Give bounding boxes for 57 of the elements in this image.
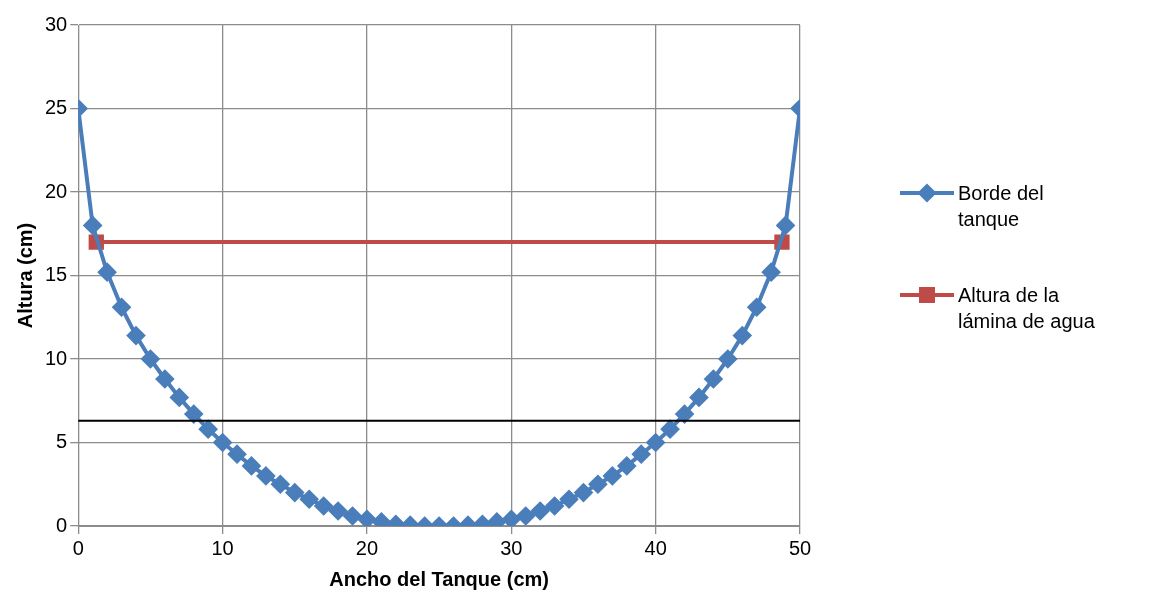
point [155,370,174,389]
x-tick-label: 20 [355,536,379,559]
point [560,490,579,509]
point [502,510,521,526]
point [98,263,117,282]
point [661,420,680,439]
point [228,445,247,464]
point [776,216,795,235]
y-tick-label: 20 [45,179,68,202]
point [170,388,189,407]
x-tick-label: 10 [211,536,234,559]
point [343,506,362,525]
point [545,496,564,515]
point [733,326,752,345]
y-tick-label: 25 [45,96,68,119]
y-axis-title: Altura (cm) [13,222,36,329]
y-tick-label: 0 [56,513,68,536]
point [646,433,665,452]
x-tick-label: 0 [72,536,84,559]
point [271,475,290,494]
point [762,263,781,282]
point [83,216,102,235]
point [112,298,131,317]
point [126,326,145,345]
point [689,388,708,407]
point [141,350,160,368]
point [314,496,333,515]
point [718,350,737,368]
point [256,466,275,485]
point [329,501,348,520]
point [574,483,593,502]
point [675,405,694,424]
x-tick-label: 40 [644,536,667,559]
point [531,501,550,520]
legend-label: Borde del tanque [958,181,1045,232]
point [300,490,319,509]
y-tick-label: 30 [45,12,68,35]
point [632,445,651,464]
point [184,405,203,424]
point [516,506,535,525]
point [617,456,636,475]
point [603,466,622,485]
point [213,433,232,452]
point [588,475,607,494]
x-tick-label: 30 [500,536,523,559]
point [357,510,376,526]
y-tick-label: 10 [45,346,68,369]
y-tick-label: 5 [56,430,68,453]
x-tick-label: 50 [788,536,812,559]
point [285,483,304,502]
point [242,456,261,475]
y-tick-label: 15 [45,263,68,286]
legend-label: Altura de la lámina de agua [958,283,1096,334]
point [199,420,218,439]
point [747,298,766,317]
point [704,370,723,389]
x-axis-title: Ancho del Tanque (cm) [329,567,549,590]
